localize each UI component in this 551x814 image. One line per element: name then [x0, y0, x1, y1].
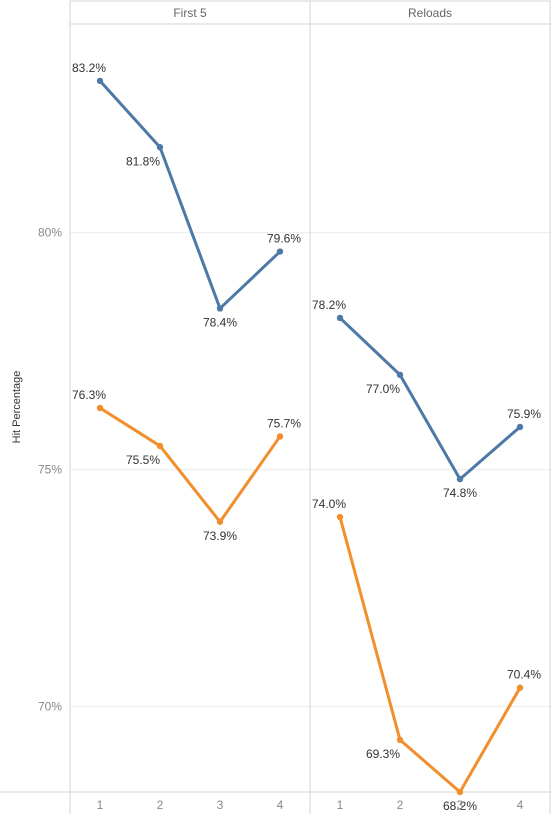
data-point — [96, 77, 104, 85]
data-label: 77.0% — [366, 382, 400, 396]
data-label: 78.2% — [312, 298, 346, 312]
data-label: 74.8% — [443, 486, 477, 500]
data-label: 68.2% — [443, 799, 477, 813]
data-point — [516, 423, 524, 431]
data-label: 74.0% — [312, 497, 346, 511]
x-axis-ticks: 1 2 3 4 1 2 3 4 — [97, 798, 524, 812]
series-line — [98, 79, 282, 310]
data-point — [396, 371, 404, 379]
y-axis-ticks: 80% 75% 70% — [38, 226, 62, 714]
data-label: 69.3% — [366, 747, 400, 761]
data-label: 73.9% — [203, 529, 237, 543]
data-label: 75.9% — [507, 407, 541, 421]
panel-headers: First 5 Reloads — [173, 6, 452, 20]
panel-header: First 5 — [173, 6, 207, 20]
x-tick-label: 1 — [337, 798, 344, 812]
data-label: 75.7% — [267, 416, 301, 430]
data-point — [216, 518, 224, 525]
series-line — [338, 316, 522, 481]
data-label: 76.3% — [72, 388, 106, 402]
data-point — [516, 684, 524, 691]
y-tick-label: 70% — [38, 700, 62, 714]
panel-header: Reloads — [408, 6, 452, 20]
data-point — [276, 433, 284, 440]
x-tick-label: 3 — [217, 798, 224, 812]
x-tick-label: 3 — [457, 798, 464, 812]
series-lines: 83.2% 81.8% 78.4% 79.6% 76.3% 75.5% 73.9% 75.7%… — [72, 61, 541, 813]
data-label: 81.8% — [126, 154, 160, 168]
data-label: 75.5% — [126, 453, 160, 467]
x-tick-label: 4 — [277, 798, 284, 812]
series-line — [98, 406, 282, 524]
data-label: 78.4% — [203, 315, 237, 329]
data-label: 83.2% — [72, 61, 106, 75]
data-point — [456, 788, 464, 796]
data-point — [336, 513, 344, 521]
y-tick-label: 75% — [38, 463, 62, 477]
data-point — [156, 144, 164, 151]
y-tick-label: 80% — [38, 226, 62, 240]
data-label: 70.4% — [507, 668, 541, 682]
data-point — [456, 475, 464, 483]
data-label: 79.6% — [267, 232, 301, 246]
x-tick-label: 4 — [517, 798, 524, 812]
data-point — [96, 404, 104, 412]
data-point — [276, 248, 284, 255]
x-tick-label: 1 — [97, 798, 104, 812]
data-point — [396, 736, 404, 744]
y-axis-title: Hit Percentage — [11, 371, 23, 444]
data-point — [156, 442, 164, 450]
x-tick-label: 2 — [397, 798, 404, 812]
data-point — [216, 305, 224, 312]
x-tick-label: 2 — [157, 798, 164, 812]
data-point — [336, 314, 344, 322]
series-line — [338, 515, 522, 794]
